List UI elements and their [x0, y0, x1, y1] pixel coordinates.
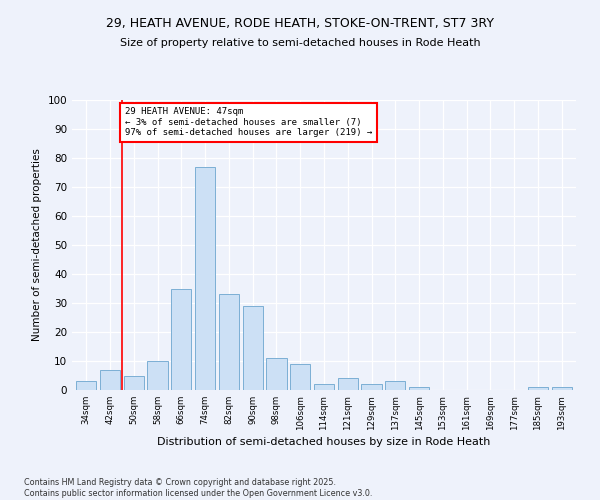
Bar	[148, 361, 167, 390]
Bar	[314, 384, 334, 390]
Bar	[219, 294, 239, 390]
X-axis label: Distribution of semi-detached houses by size in Rode Heath: Distribution of semi-detached houses by …	[157, 436, 491, 446]
Bar	[242, 306, 263, 390]
Text: 29 HEATH AVENUE: 47sqm
← 3% of semi-detached houses are smaller (7)
97% of semi-: 29 HEATH AVENUE: 47sqm ← 3% of semi-deta…	[125, 108, 372, 137]
Text: 29, HEATH AVENUE, RODE HEATH, STOKE-ON-TRENT, ST7 3RY: 29, HEATH AVENUE, RODE HEATH, STOKE-ON-T…	[106, 18, 494, 30]
Bar	[124, 376, 144, 390]
Bar	[195, 166, 215, 390]
Bar	[338, 378, 358, 390]
Bar	[361, 384, 382, 390]
Text: Contains HM Land Registry data © Crown copyright and database right 2025.
Contai: Contains HM Land Registry data © Crown c…	[24, 478, 373, 498]
Text: Size of property relative to semi-detached houses in Rode Heath: Size of property relative to semi-detach…	[119, 38, 481, 48]
Bar	[171, 288, 191, 390]
Bar	[76, 382, 97, 390]
Bar	[385, 382, 406, 390]
Bar	[266, 358, 287, 390]
Bar	[528, 387, 548, 390]
Bar	[409, 387, 429, 390]
Bar	[100, 370, 120, 390]
Bar	[551, 387, 572, 390]
Y-axis label: Number of semi-detached properties: Number of semi-detached properties	[32, 148, 42, 342]
Bar	[290, 364, 310, 390]
